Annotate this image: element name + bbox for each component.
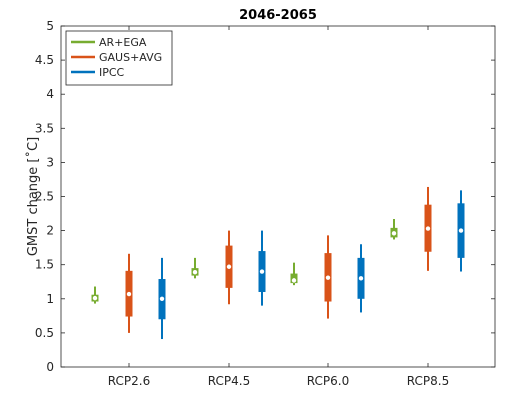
- x-tick-label: RCP4.5: [208, 374, 250, 388]
- median-marker: [358, 276, 364, 281]
- y-tick-label: 1: [46, 292, 54, 306]
- y-tick-label: 4.5: [35, 53, 54, 67]
- y-tick-label: 1.5: [35, 258, 54, 272]
- y-tick-label: 2.5: [35, 190, 54, 204]
- legend-label: AR+EGA: [99, 36, 147, 49]
- boxes-layer: [91, 186, 465, 340]
- axes-layer: 0 0.5 1 1.5 2 2.5 3 3.5 4 4.5 5 RCP2.6 RCP4.5 RCP6.0 R…: [35, 19, 496, 388]
- x-tick-label: RCP2.6: [108, 374, 150, 388]
- y-tick-label: 3: [46, 155, 54, 169]
- median-marker: [325, 275, 331, 280]
- median-marker: [391, 231, 397, 236]
- median-marker: [192, 270, 198, 275]
- y-tick-label: 0.5: [35, 326, 54, 340]
- legend-label: IPCC: [99, 66, 125, 79]
- median-marker: [259, 269, 265, 274]
- legend-items: AR+EGA GAUS+AVG IPCC: [71, 36, 162, 79]
- legend-label: GAUS+AVG: [99, 51, 162, 64]
- median-marker: [92, 295, 98, 301]
- legend: AR+EGA GAUS+AVG IPCC: [65, 30, 173, 86]
- median-marker: [159, 296, 165, 301]
- chart-title: 2046-2065: [239, 8, 317, 23]
- median-marker: [291, 278, 297, 283]
- y-tick-label: 2: [46, 224, 54, 238]
- y-axis-title: GMST change [˚C]: [25, 137, 41, 256]
- median-marker: [458, 228, 464, 233]
- median-marker: [425, 226, 431, 231]
- median-marker: [126, 291, 132, 297]
- median-marker: [226, 264, 232, 269]
- y-tick-label: 5: [46, 19, 54, 33]
- x-tick-label: RCP8.5: [407, 374, 449, 388]
- y-tick-label: 4: [46, 87, 54, 101]
- x-tick-label: RCP6.0: [307, 374, 349, 388]
- y-tick-label: 0: [46, 360, 54, 374]
- y-tick-label: 3.5: [35, 121, 54, 135]
